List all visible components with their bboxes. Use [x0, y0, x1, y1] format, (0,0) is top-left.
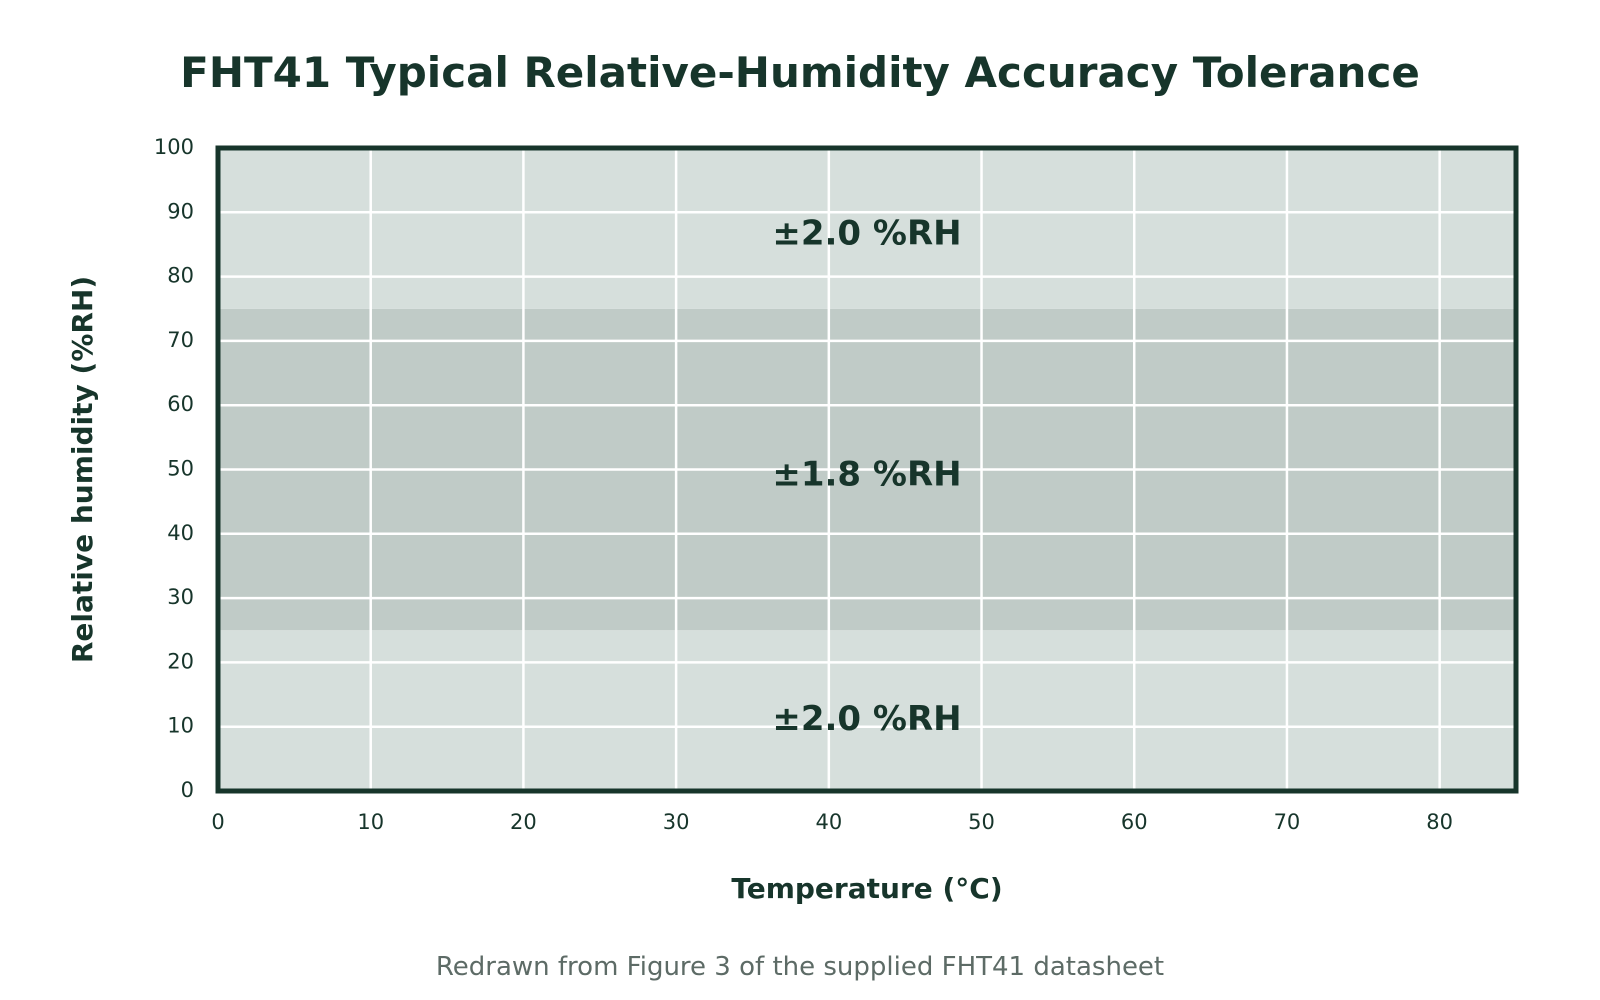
- y-axis-title: Relative humidity (%RH): [66, 276, 99, 663]
- tolerance-band-1: [218, 630, 1516, 791]
- x-tick-label: 10: [357, 810, 384, 834]
- y-tick-label: 80: [167, 264, 194, 288]
- x-tick-label: 50: [968, 810, 995, 834]
- y-tick-label: 60: [167, 392, 194, 416]
- band-label-1: ±2.0 %RH: [772, 699, 961, 739]
- x-tick-label: 0: [211, 810, 224, 834]
- x-tick-label: 20: [510, 810, 537, 834]
- x-tick-label: 60: [1121, 810, 1148, 834]
- chart-title: FHT41 Typical Relative-Humidity Accuracy…: [180, 48, 1420, 97]
- y-tick-label: 70: [167, 328, 194, 352]
- y-tick-label: 30: [167, 585, 194, 609]
- y-tick-label: 10: [167, 714, 194, 738]
- band-label-2: ±1.8 %RH: [772, 454, 961, 494]
- y-tick-label: 40: [167, 521, 194, 545]
- x-tick-label: 80: [1426, 810, 1453, 834]
- grid-lines: [218, 148, 1516, 791]
- band-label-3: ±2.0 %RH: [772, 213, 961, 253]
- x-axis-title: Temperature (°C): [731, 872, 1002, 905]
- x-tick-label: 30: [663, 810, 690, 834]
- x-tick-label: 70: [1274, 810, 1301, 834]
- x-axis-ticks: 0 10 20 30 40 50 60 70 80: [211, 810, 1453, 834]
- y-tick-label: 20: [167, 649, 194, 673]
- y-tick-label: 0: [181, 778, 194, 802]
- y-tick-label: 100: [154, 135, 194, 159]
- y-tick-label: 50: [167, 457, 194, 481]
- x-tick-label: 40: [815, 810, 842, 834]
- band-labels: ±2.0 %RH ±1.8 %RH ±2.0 %RH: [772, 213, 961, 738]
- y-axis-ticks: 0 10 20 30 40 50 60 70 80 90 100: [154, 135, 194, 802]
- y-tick-label: 90: [167, 199, 194, 223]
- chart-caption: Redrawn from Figure 3 of the supplied FH…: [435, 952, 1165, 982]
- plot-frame: [215, 145, 1519, 794]
- tolerance-band-3: [218, 148, 1516, 309]
